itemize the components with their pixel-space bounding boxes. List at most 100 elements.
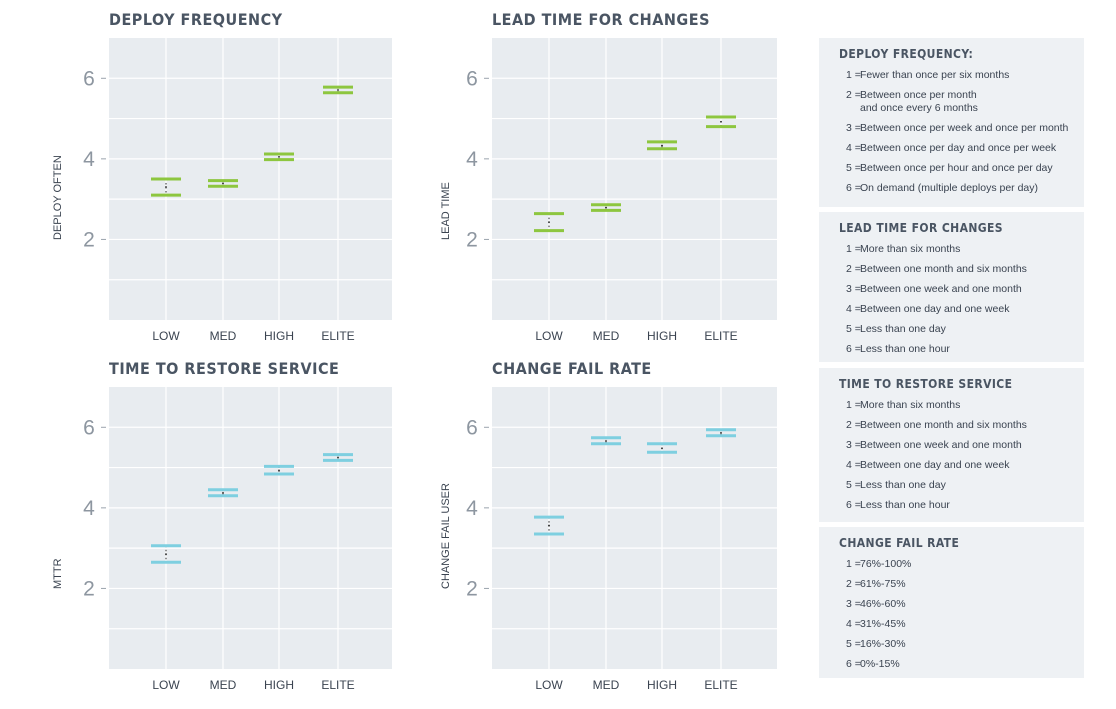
legend-item: 5 =16%-30% [846, 638, 906, 651]
error-bar-center [548, 524, 550, 527]
legend-item: 3 =Between once per week and once per mo… [846, 122, 1068, 135]
y-tick-label: 6 [83, 67, 95, 90]
legend-item: 5 =Between once per hour and once per da… [846, 162, 1053, 175]
error-bar-center [720, 120, 722, 123]
legend-item-text: Between one week and one month [860, 283, 1022, 295]
error-bar-med [591, 436, 621, 446]
legend-item-number: 2 = [846, 419, 861, 431]
error-bar-center [222, 182, 224, 185]
legend-item-text: 0%-15% [860, 658, 900, 670]
legend-item-text: Fewer than once per six months [860, 69, 1010, 81]
legend-item-number: 1 = [846, 399, 861, 411]
y-tick-label: 6 [466, 67, 478, 90]
legend-item-number: 5 = [846, 162, 861, 174]
legend-item-text: Less than one day [860, 479, 946, 491]
legend-item-number: 1 = [846, 558, 861, 570]
error-bar-center [222, 492, 224, 494]
error-bar-high [264, 464, 294, 476]
error-bar-center [337, 89, 339, 91]
error-bar-high [647, 442, 677, 454]
y-tick-label: 2 [466, 228, 478, 251]
chart-title: CHANGE FAIL RATE [492, 359, 652, 378]
legend-item-number: 4 = [846, 303, 861, 315]
error-bar-low [534, 212, 564, 233]
legend-item-number: 6 = [846, 182, 861, 194]
legend-title: DEPLOY FREQUENCY: [839, 47, 974, 61]
error-bar-med [208, 488, 238, 498]
error-bar-center [278, 155, 280, 158]
legend-item: 1 =More than six months [846, 399, 960, 412]
error-bar-high [647, 140, 677, 151]
error-bar-elite [706, 428, 736, 438]
legend-item-number: 2 = [846, 263, 861, 275]
legend-item: 6 =On demand (multiple deploys per day) [846, 182, 1038, 195]
legend-item-text: Between once per day and once per week [860, 142, 1057, 154]
legend-item-number: 5 = [846, 323, 861, 335]
legend-item: 2 =Between one month and six months [846, 263, 1027, 276]
chart-plot: 2 4 6 LOW MED HIGH ELITE [466, 38, 777, 343]
legend-item-number: 3 = [846, 598, 861, 610]
legend-item: 2 =Between once per month and once every… [846, 89, 978, 115]
legend-title: LEAD TIME FOR CHANGES [839, 221, 1003, 235]
y-tick-label: 4 [466, 148, 478, 171]
legend-item: 6 =0%-15% [846, 658, 900, 671]
error-bar-center [661, 447, 663, 450]
y-tick-label: 2 [83, 577, 95, 600]
legend-item: 4 =31%-45% [846, 618, 906, 631]
chart-plot: 2 4 6 LOW MED HIGH ELITE [83, 387, 392, 692]
legend-item-text: 31%-45% [860, 618, 906, 630]
y-tick-label: 2 [466, 577, 478, 600]
error-bar-center [548, 221, 550, 224]
legend-item-text: On demand (multiple deploys per day) [860, 182, 1039, 194]
error-bar-center [605, 440, 607, 442]
x-tick-label: LOW [535, 329, 563, 343]
x-tick-label: ELITE [704, 678, 737, 692]
error-bar-center [720, 432, 722, 434]
legend-item-number: 4 = [846, 618, 861, 630]
legend-item-text: 61%-75% [860, 578, 906, 590]
legend-item-number: 5 = [846, 638, 861, 650]
x-tick-label: ELITE [321, 678, 354, 692]
x-tick-label: HIGH [647, 329, 677, 343]
legend-item: 3 =Between one week and one month [846, 283, 1022, 296]
legend-item-text: Between once per hour and once per day [860, 162, 1053, 174]
chart-plot: 2 4 6 LOW MED HIGH ELITE [83, 38, 392, 343]
legend-item-number: 4 = [846, 142, 861, 154]
error-bar-low [151, 544, 181, 564]
legend-item-number: 3 = [846, 122, 861, 134]
chart-panel-lead-time: LEAD TIME FOR CHANGES LEAD TIME 2 4 6 LOW ME… [436, 10, 787, 356]
error-bar-center [278, 469, 280, 472]
legend-item: 5 =Less than one day [846, 323, 946, 336]
x-tick-label: MED [210, 678, 237, 692]
legend-item: 3 =Between one week and one month [846, 439, 1022, 452]
legend-item-text: Between one week and one month [860, 439, 1022, 451]
chart-panel-change-fail-rate: CHANGE FAIL RATE CHANGE FAIL USER 2 4 6 LOW… [436, 359, 787, 705]
legend-item: 2 =Between one month and six months [846, 419, 1027, 432]
legend-item-number: 1 = [846, 243, 861, 255]
y-tick-label: 2 [83, 228, 95, 251]
legend-item-text: 76%-100% [860, 558, 912, 570]
legend-item-text: Less than one day [860, 323, 946, 335]
error-bar-elite [323, 453, 353, 462]
legend-item-text: Between once per month and once every 6 … [860, 89, 978, 114]
y-tick-label: 6 [83, 416, 95, 439]
legend-item-text: More than six months [860, 399, 961, 411]
legend-title: CHANGE FAIL RATE [839, 536, 960, 550]
legend-item-number: 6 = [846, 343, 861, 355]
x-tick-label: LOW [152, 329, 180, 343]
legend-item-number: 5 = [846, 479, 861, 491]
plot-background [492, 38, 777, 320]
x-tick-label: HIGH [264, 678, 294, 692]
error-bar-elite [323, 85, 353, 95]
x-tick-label: LOW [535, 678, 563, 692]
chart-title: TIME TO RESTORE SERVICE [109, 359, 340, 378]
chart-title: DEPLOY FREQUENCY [109, 10, 283, 29]
legend-item-number: 6 = [846, 499, 861, 511]
chart-panel-deploy-frequency: DEPLOY FREQUENCY DEPLOY OFTEN 2 4 6 LOW MED H… [48, 10, 402, 356]
x-tick-label: MED [593, 329, 620, 343]
y-tick-label: 4 [83, 148, 95, 171]
legend-time-to-restore: TIME TO RESTORE SERVICE 1 =More than six… [819, 368, 1084, 522]
legend-item-number: 1 = [846, 69, 861, 81]
error-bar-center [165, 553, 167, 556]
x-tick-label: MED [593, 678, 620, 692]
